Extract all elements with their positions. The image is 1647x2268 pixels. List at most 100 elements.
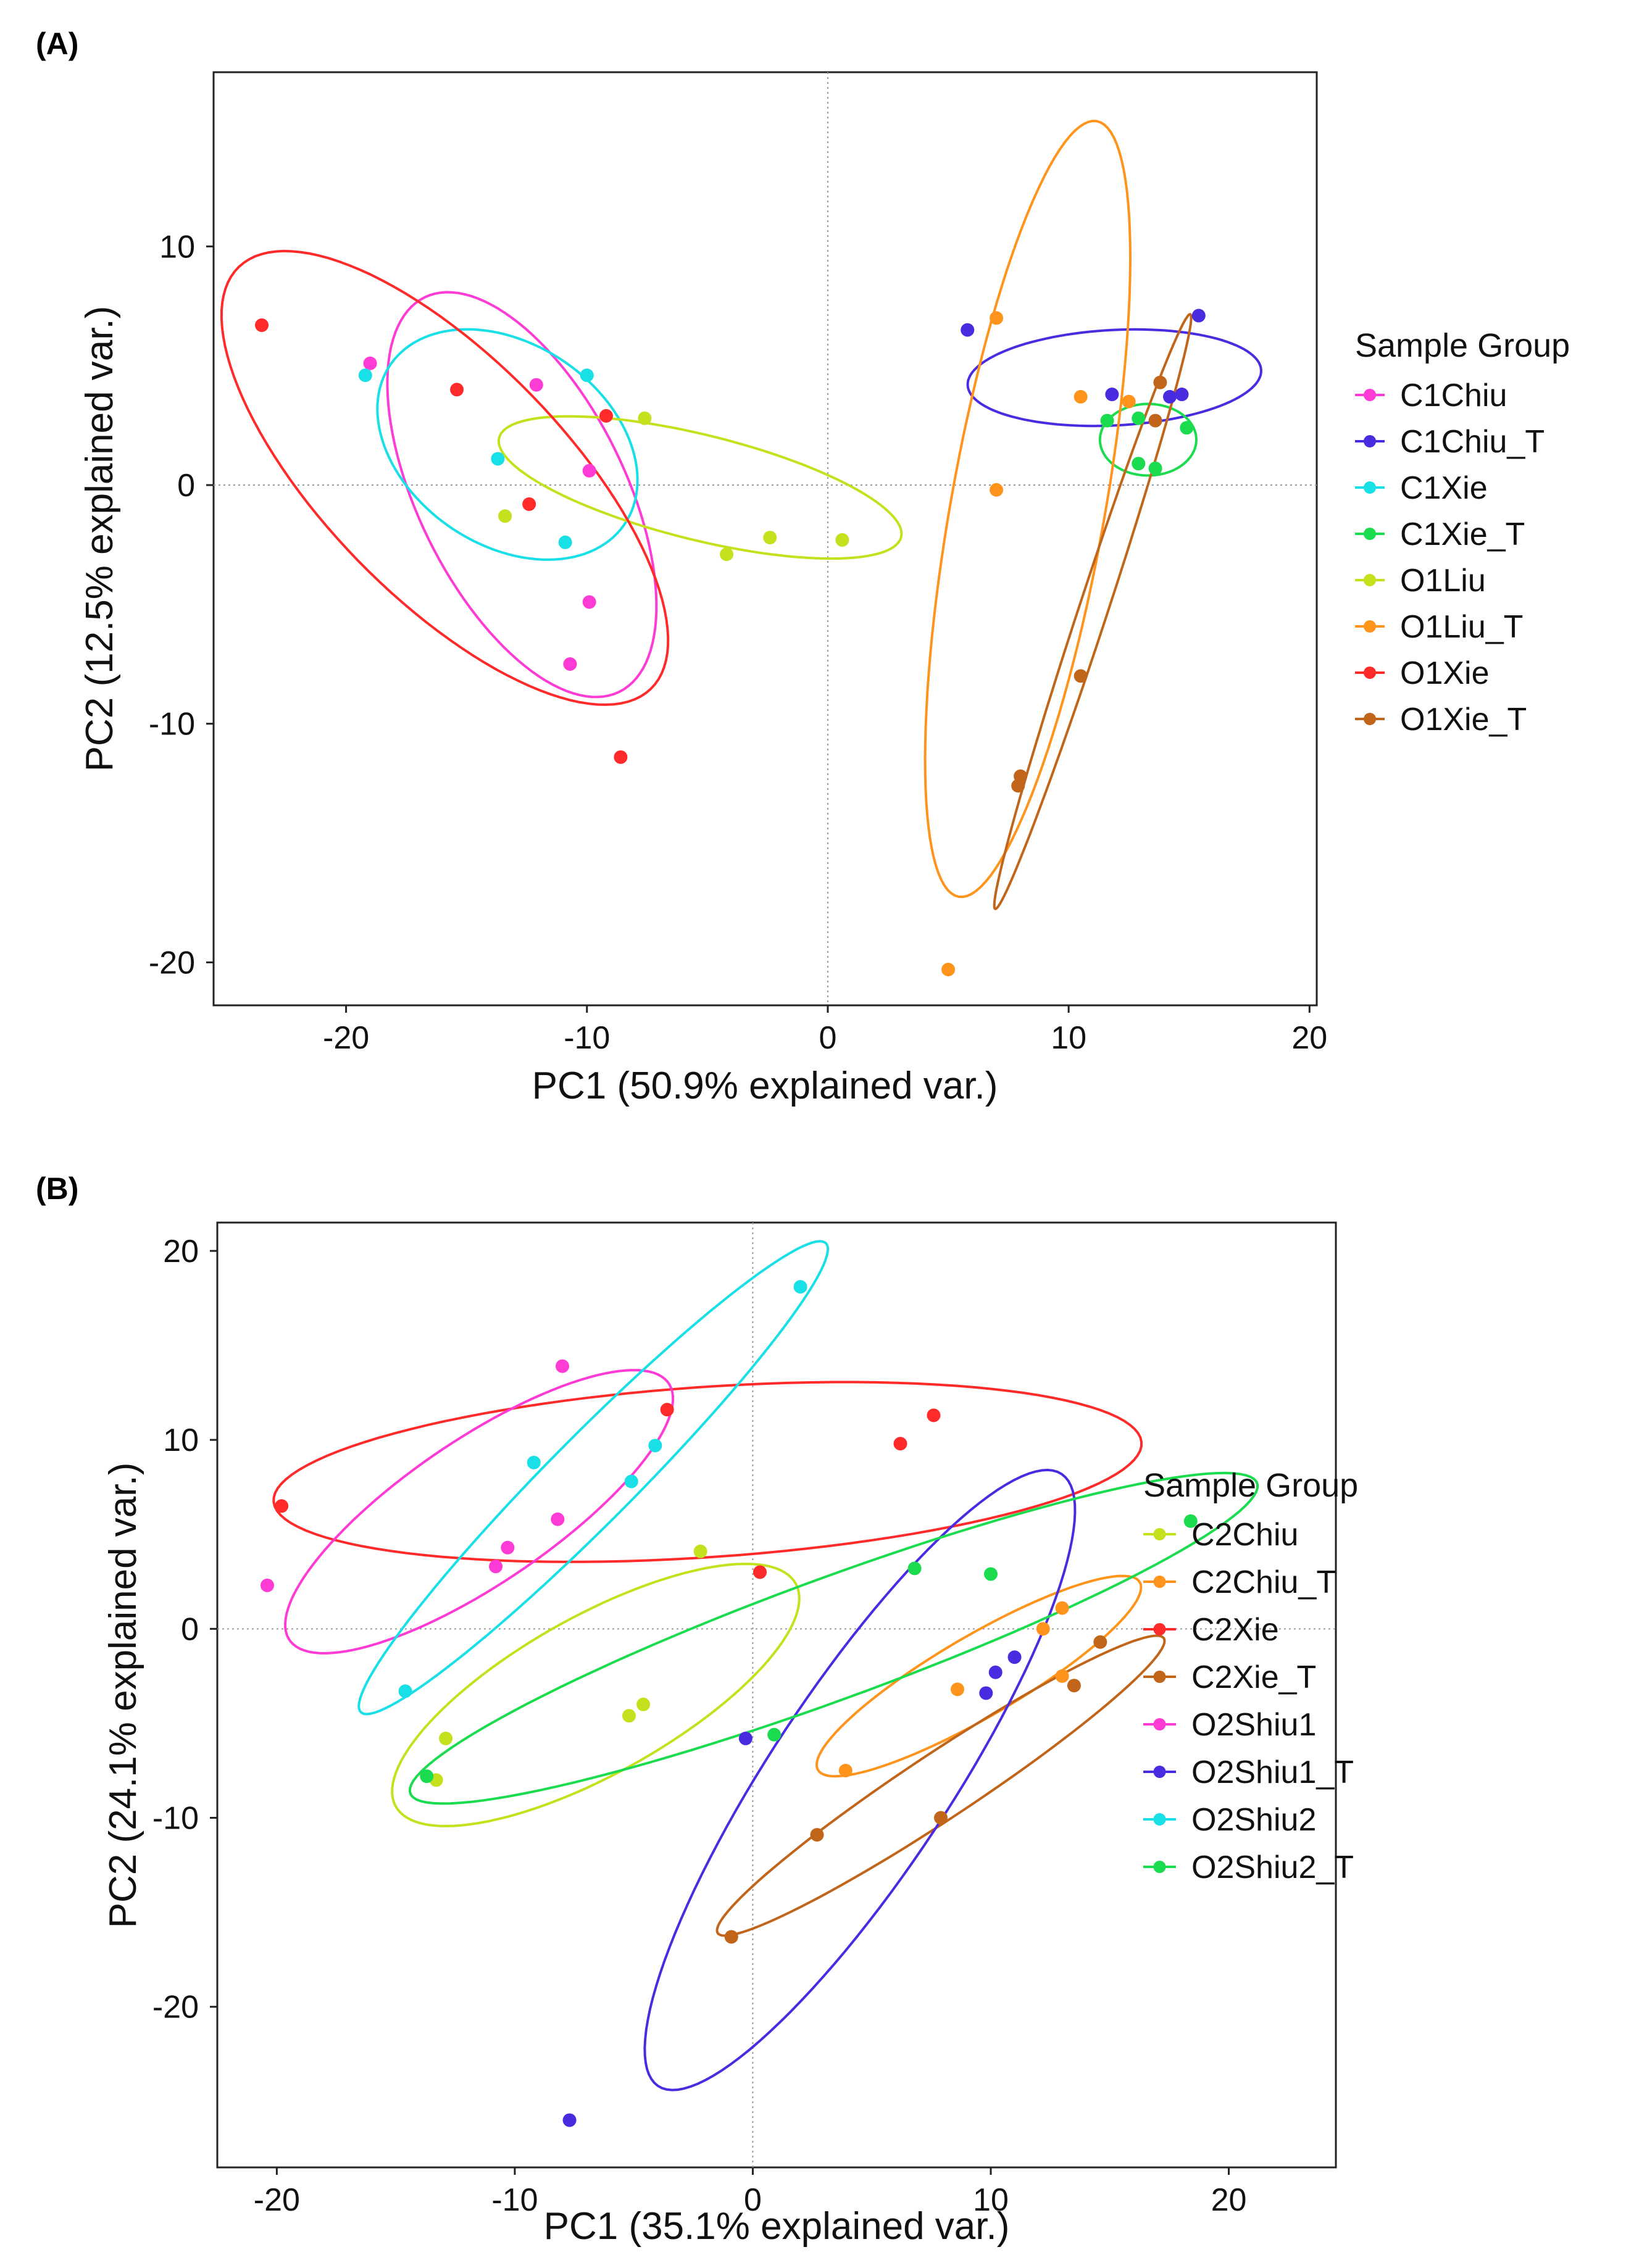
panel-b-point-C2Chiu_T — [1055, 1669, 1069, 1683]
panel-b-x-tick-label: -20 — [254, 2182, 300, 2218]
panel-b-point-O2Shiu2_T — [420, 1769, 434, 1784]
panel-a-legend-marker-C1Xie — [1364, 481, 1376, 494]
panel-b-ellipse-C2Xie — [272, 1381, 1143, 1563]
panel-a-point-C1Xie — [558, 535, 572, 549]
panel-b-point-C2Chiu — [439, 1731, 453, 1745]
panel-a-ellipse-O1Liu_T — [924, 119, 1132, 899]
panel-a-point-C1Chiu — [582, 595, 596, 609]
panel-b-legend-marker-C2Xie_T — [1153, 1671, 1166, 1683]
panel-b-point-C2Chiu_T — [951, 1682, 965, 1697]
panel-b-ellipse-O2Shiu2 — [357, 1240, 830, 1716]
panel-b-legend-marker-C2Chiu_T — [1153, 1576, 1166, 1588]
panel-a-legend-marker-O1Xie — [1364, 667, 1376, 679]
panel-a-point-O1Liu_T — [990, 311, 1004, 325]
panel-a-legend-label-O1Xie_T: O1Xie_T — [1400, 702, 1527, 737]
panel-b-plot-frame — [216, 1221, 1337, 2169]
panel-a-point-C1Xie_T — [1180, 421, 1194, 435]
panel-b-point-C2Chiu_T — [1055, 1601, 1069, 1615]
panel-b-x-tick-label: 10 — [973, 2182, 1009, 2218]
panel-b-x-axis-title: PC1 (35.1% explained var.) — [544, 2205, 1010, 2248]
panel-a-point-C1Chiu_T — [1105, 388, 1119, 402]
panel-a-ellipse-C1Xie_T — [1098, 402, 1198, 477]
panel-b-point-O2Shiu2_T — [767, 1727, 782, 1742]
panel-b-y-tick-label: 10 — [163, 1423, 199, 1458]
panel-a-point-O1Liu_T — [1074, 389, 1088, 404]
panel-a-y-axis-title: PC2 (12.5% explained var.) — [78, 306, 121, 772]
panel-a-ellipse-O1Xie_T — [993, 313, 1193, 910]
panel-a-x-tick-label: -10 — [564, 1020, 610, 1056]
panel-b-x-tick-label: 20 — [1211, 2182, 1247, 2218]
panel-b-legend-marker-O2Shiu2_T — [1153, 1861, 1166, 1873]
panel-b-point-O2Shiu2 — [793, 1280, 807, 1294]
panel-b-point-C2Chiu — [693, 1544, 707, 1558]
panel-a-point-C1Xie — [358, 368, 372, 383]
panel-a-legend-marker-O1Xie_T — [1364, 713, 1376, 725]
panel-b-point-C2Chiu_T — [838, 1763, 853, 1777]
panel-b-ellipse-O2Shiu1 — [284, 1369, 675, 1655]
panel-b-point-C2Xie_T — [934, 1811, 948, 1825]
panel-b-legend-marker-O2Shiu1 — [1153, 1718, 1166, 1730]
panel-a-point-C1Chiu — [563, 657, 577, 671]
panel-a-point-C1Xie_T — [1148, 461, 1162, 475]
panel-a-ticks: -20 -10 0 10 20 10 0 -10 -20 — [149, 229, 1327, 1056]
panel-b-point-C2Chiu — [636, 1697, 651, 1711]
panel-b-point-C2Xie_T — [724, 1930, 738, 1944]
panel-b-ellipse-C2Chiu_T — [815, 1574, 1143, 1778]
panel-a-point-C1Xie_T — [1100, 413, 1114, 428]
panel-a-legend-label-O1Liu: O1Liu — [1400, 563, 1486, 599]
panel-a-legend-label-C1Chiu_T: C1Chiu_T — [1400, 424, 1545, 460]
panel-b-legend-label-C2Xie_T: C2Xie_T — [1191, 1659, 1316, 1695]
panel-a-point-O1Liu — [498, 509, 512, 523]
panel-b-x-tick-label: 0 — [744, 2182, 762, 2218]
panel-a-point-C1Chiu_T — [1191, 309, 1206, 323]
panel-b-ellipse-C2Chiu — [391, 1563, 801, 1827]
panel-a-point-O1Liu — [720, 547, 734, 562]
panel-a-legend-marker-C1Chiu — [1364, 389, 1376, 401]
panel-a-x-tick-label: 0 — [819, 1020, 836, 1056]
panel-a-y-tick-label: -10 — [149, 707, 195, 742]
panel-a-point-C1Chiu — [582, 463, 596, 478]
panel-b-point-C2Xie — [753, 1565, 767, 1579]
panel-b-legend-label-C2Chiu: C2Chiu — [1191, 1517, 1298, 1553]
panel-a-x-axis-title: PC1 (50.9% explained var.) — [532, 1065, 998, 1107]
panel-b-point-O2Shiu1_T — [988, 1665, 1003, 1679]
panel-b-legend-marker-C2Chiu — [1153, 1528, 1166, 1540]
panel-b-point-O2Shiu2 — [527, 1455, 541, 1469]
panel-b-point-C2Xie — [660, 1403, 674, 1417]
panel-a-ellipse-O1Xie — [220, 249, 670, 706]
panel-b-legend-title: Sample Group — [1143, 1467, 1358, 1504]
panel-b-point-O2Shiu2_T — [907, 1561, 922, 1576]
panel-b-point-O2Shiu1_T — [979, 1686, 993, 1700]
panel-a-legend-label-O1Xie: O1Xie — [1400, 655, 1490, 691]
panel-a-legend: Sample Group C1Chiu C1Chiu_T C1Xie C1Xie_T O… — [1355, 327, 1570, 737]
panel-b-x-tick-label: -10 — [491, 2182, 538, 2218]
panel-b-y-tick-label: -20 — [152, 1990, 199, 2025]
panel-a-y-tick-label: -20 — [149, 945, 195, 981]
panel-b-legend-marker-C2Xie — [1153, 1623, 1166, 1635]
panel-a-point-O1Xie_T — [1011, 779, 1025, 793]
panel-b-legend-marker-O2Shiu1_T — [1153, 1766, 1166, 1778]
panel-b-point-C2Xie_T — [1093, 1635, 1107, 1649]
panel-b-point-C2Chiu_T — [1036, 1622, 1050, 1636]
panel-b-point-C2Xie — [927, 1408, 941, 1423]
panel-a-point-O1Liu_T — [1122, 394, 1136, 409]
panel-b-legend-label-O2Shiu2: O2Shiu2 — [1191, 1802, 1316, 1838]
panel-a: (A) -20 -10 0 10 20 10 0 -10 -20 PC1 (50.9% expl… — [36, 27, 1570, 1107]
panel-a-y-tick-label: 0 — [177, 468, 195, 504]
panel-a-legend-label-C1Chiu: C1Chiu — [1400, 378, 1507, 413]
panel-b-ellipse-O2Shiu1_T — [643, 1468, 1077, 2091]
panel-b-legend-label-O2Shiu1_T: O2Shiu1_T — [1191, 1755, 1354, 1790]
panel-a-point-C1Xie_T — [1132, 411, 1146, 425]
panel-a-ellipse-O1Liu — [497, 415, 903, 560]
panel-a-legend-marker-C1Xie_T — [1364, 528, 1376, 540]
panel-a-point-O1Xie_T — [1074, 669, 1088, 683]
panel-a-legend-marker-O1Liu — [1364, 574, 1376, 586]
panel-b-point-O2Shiu1 — [551, 1512, 565, 1526]
panel-a-point-O1Xie — [255, 318, 269, 332]
panel-a-ellipse-C1Xie — [376, 328, 639, 561]
panel-a-point-O1Xie — [599, 409, 613, 423]
panel-b-legend: Sample Group C2Chiu C2Chiu_T C2Xie C2Xie_T O… — [1143, 1467, 1358, 1885]
panel-b-ticks: -20 -10 0 10 20 20 10 0 -10 -20 — [152, 1234, 1247, 2218]
panel-a-point-O1Xie — [450, 383, 464, 397]
